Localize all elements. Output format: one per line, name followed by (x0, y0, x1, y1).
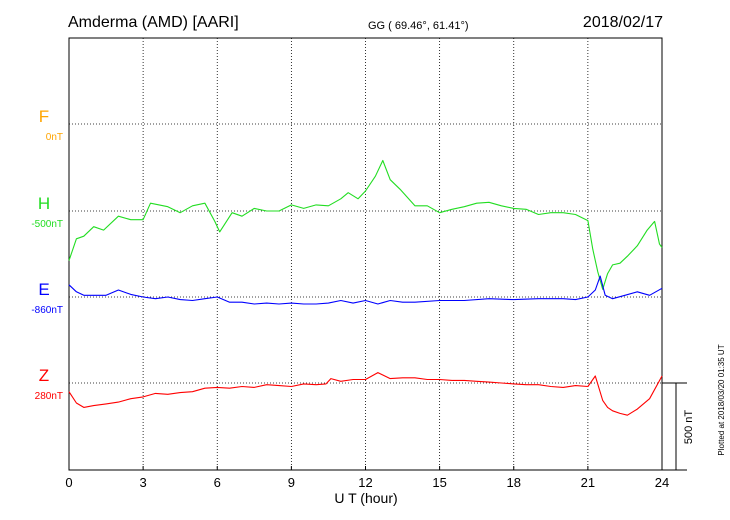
x-tick-label: 21 (581, 475, 595, 490)
x-tick-label: 6 (214, 475, 221, 490)
series-line-E (68, 275, 663, 305)
scale-bar: 500 nT (662, 382, 695, 471)
grid (69, 38, 662, 470)
x-tick-label: 9 (288, 475, 295, 490)
series-baseline-F: 0nT (46, 132, 63, 143)
x-tick-label: 15 (432, 475, 446, 490)
x-axis-label: U T (hour) (334, 490, 397, 506)
series-line-Z (68, 372, 663, 416)
plotted-timestamp: Plotted at 2018/03/20 01:35 UT (717, 344, 726, 455)
scale-bar-label: 500 nT (683, 410, 695, 445)
series-name-F: F (39, 107, 49, 126)
series-baseline-Z: 280nT (35, 391, 63, 402)
x-tick-label: 3 (140, 475, 147, 490)
series-name-H: H (38, 194, 50, 213)
coordinates-label: GG ( 69.46°, 61.41°) (368, 20, 469, 32)
series-baseline-H: -500nT (31, 219, 63, 230)
x-tick-label: 24 (655, 475, 669, 490)
date-label: 2018/02/17 (583, 14, 663, 31)
series-name-E: E (38, 280, 49, 299)
x-tick-label: 18 (507, 475, 521, 490)
series-baseline-E: -860nT (31, 305, 63, 316)
x-axis-ticks: 0 3 6 9 12 15 18 21 24 (65, 466, 669, 490)
station-title: Amderma (AMD) [AARI] (68, 14, 239, 31)
series-labels: F 0nT H -500nT E -860nT Z 280nT (31, 107, 63, 402)
series-name-Z: Z (39, 366, 49, 385)
x-tick-label: 0 (65, 475, 72, 490)
series-lines (68, 159, 663, 416)
x-tick-label: 12 (358, 475, 372, 490)
